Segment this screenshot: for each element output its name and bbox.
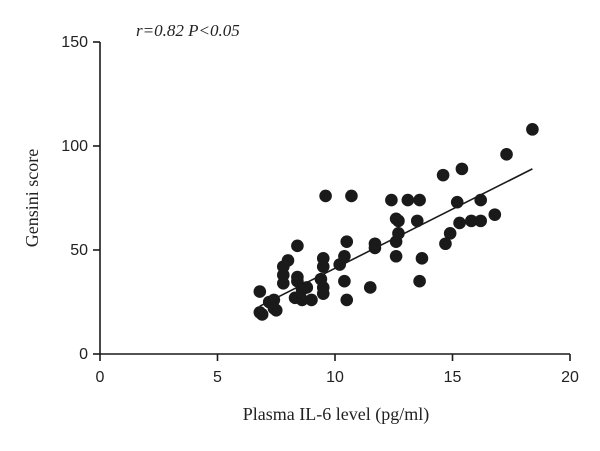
data-point bbox=[255, 308, 269, 321]
data-point bbox=[316, 287, 330, 300]
data-point bbox=[338, 249, 351, 263]
data-point bbox=[345, 189, 358, 203]
data-point bbox=[439, 237, 452, 251]
data-point bbox=[319, 189, 332, 203]
data-point bbox=[436, 168, 450, 182]
data-point bbox=[291, 239, 304, 253]
data-point bbox=[488, 208, 502, 221]
data-point bbox=[415, 252, 429, 265]
data-point bbox=[474, 214, 488, 228]
x-tick-label: 10 bbox=[326, 369, 344, 386]
y-tick-label: 150 bbox=[61, 34, 88, 51]
axes-layer: 0 50 100 150 0 5 10 15 20 bbox=[61, 34, 579, 386]
data-point bbox=[526, 123, 539, 136]
x-axis-title: Plasma IL-6 level (pg/ml) bbox=[243, 404, 429, 425]
data-point bbox=[340, 235, 354, 248]
y-tick-label: 100 bbox=[61, 138, 88, 155]
correlation-annotation: r=0.82 P<0.05 bbox=[136, 21, 240, 40]
data-point bbox=[340, 293, 354, 307]
y-tick-label: 0 bbox=[79, 346, 88, 363]
data-point bbox=[277, 276, 290, 290]
x-tick-label: 15 bbox=[444, 369, 462, 386]
data-point bbox=[410, 214, 424, 228]
data-point bbox=[413, 274, 426, 288]
data-point bbox=[389, 249, 403, 263]
data-point bbox=[281, 254, 295, 267]
points-layer bbox=[253, 123, 539, 321]
y-axis-title: Gensini score bbox=[22, 149, 42, 247]
data-point bbox=[385, 193, 398, 207]
x-tick-label: 20 bbox=[561, 369, 579, 386]
data-point bbox=[392, 214, 405, 228]
x-tick-label: 0 bbox=[96, 369, 105, 386]
data-point bbox=[465, 214, 478, 228]
data-point bbox=[443, 227, 457, 240]
data-point bbox=[305, 293, 318, 307]
regression-line bbox=[259, 168, 533, 307]
data-point bbox=[413, 193, 426, 207]
data-point bbox=[401, 193, 415, 207]
data-point bbox=[363, 281, 377, 294]
data-point bbox=[453, 216, 466, 230]
data-point bbox=[269, 304, 283, 317]
data-point bbox=[338, 274, 351, 288]
x-tick-label: 5 bbox=[213, 369, 222, 386]
data-point bbox=[316, 252, 330, 265]
data-point bbox=[500, 148, 513, 161]
data-point bbox=[455, 162, 469, 176]
data-point bbox=[392, 227, 405, 240]
data-point bbox=[253, 285, 267, 298]
y-tick-label: 50 bbox=[70, 242, 88, 259]
data-point bbox=[295, 293, 309, 307]
